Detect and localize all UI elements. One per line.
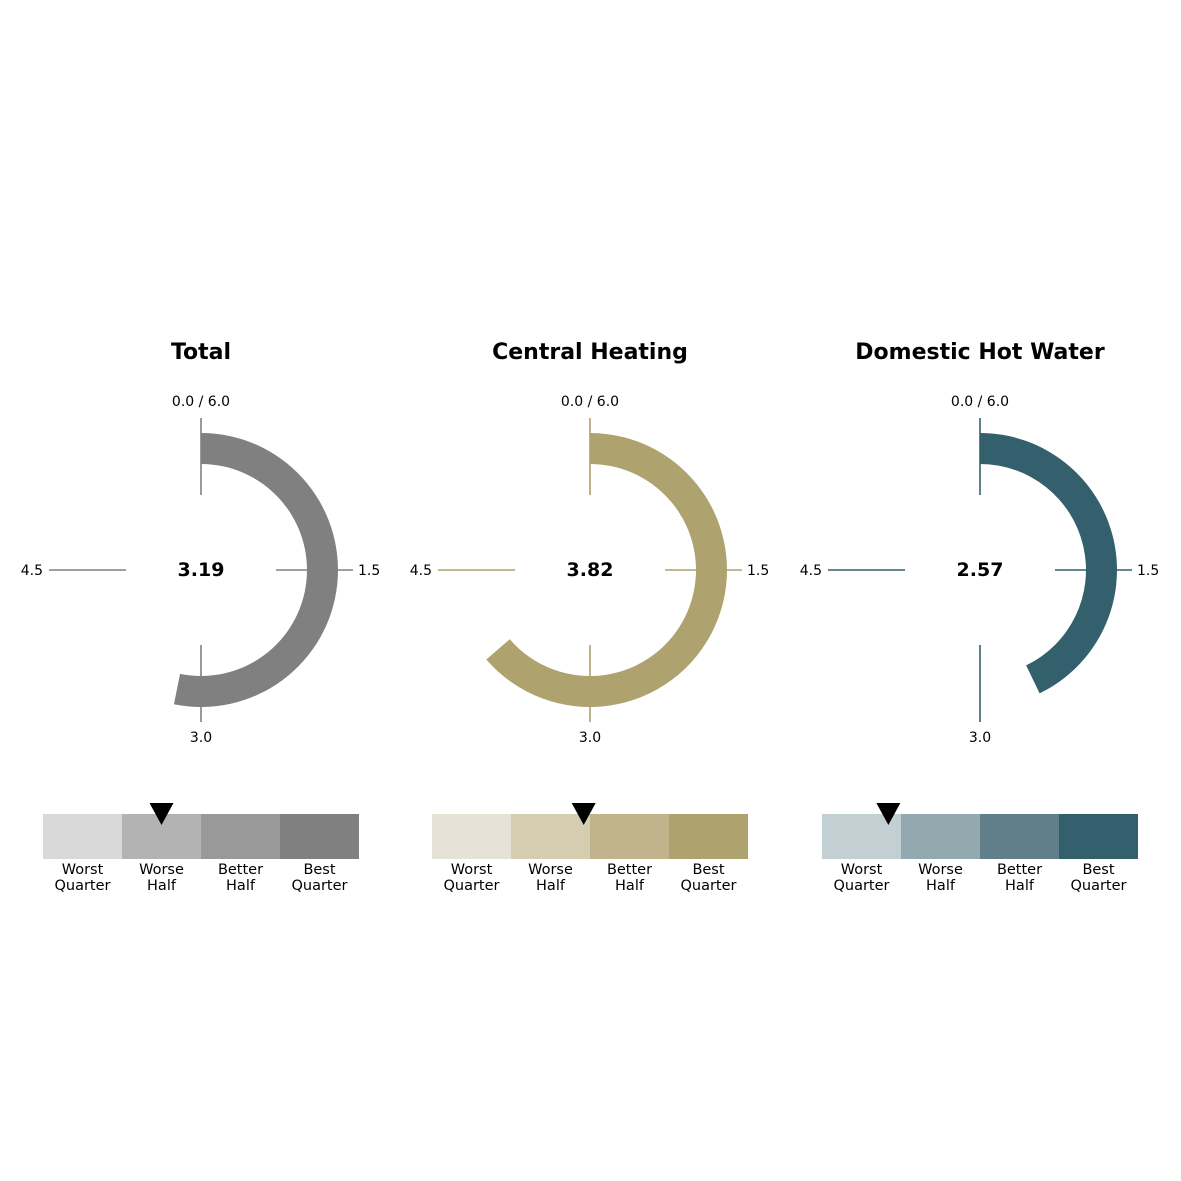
position-marker bbox=[876, 803, 901, 825]
gauge-title: Domestic Hot Water bbox=[855, 340, 1105, 365]
tick-label-left: 4.5 bbox=[410, 563, 432, 579]
band-label-line1: Best bbox=[303, 862, 335, 878]
band-label-line1: Better bbox=[607, 862, 652, 878]
band-label-line2: Half bbox=[536, 878, 566, 894]
band-label-line2: Half bbox=[1005, 878, 1035, 894]
band-label-line1: Worst bbox=[451, 862, 493, 878]
tick-label-bottom: 3.0 bbox=[579, 730, 601, 746]
band-label-line1: Worst bbox=[841, 862, 883, 878]
tick-label-bottom: 3.0 bbox=[190, 730, 212, 746]
band-label-line1: Worst bbox=[62, 862, 104, 878]
band-label-line2: Quarter bbox=[54, 878, 110, 894]
band-label-line1: Best bbox=[1082, 862, 1114, 878]
band-label-line1: Better bbox=[997, 862, 1042, 878]
band-segment bbox=[669, 814, 748, 859]
band-label-line2: Half bbox=[926, 878, 956, 894]
tick-label-top: 0.0 / 6.0 bbox=[561, 394, 619, 410]
position-marker bbox=[571, 803, 596, 825]
band-label-line2: Quarter bbox=[833, 878, 889, 894]
band-segment bbox=[280, 814, 359, 859]
position-marker bbox=[149, 803, 174, 825]
band-label-line1: Better bbox=[218, 862, 263, 878]
gauge-value: 3.19 bbox=[178, 559, 225, 581]
value-arc bbox=[173, 433, 338, 707]
gauge-panel: Central Heating 0.0 / 6.0 3.0 4.5 1.5 3.82 Wor… bbox=[410, 340, 770, 894]
value-arc bbox=[486, 433, 727, 707]
band-label-line2: Half bbox=[226, 878, 256, 894]
band-segment bbox=[901, 814, 980, 859]
tick-label-left: 4.5 bbox=[21, 563, 43, 579]
band-segment bbox=[511, 814, 590, 859]
tick-label-right: 1.5 bbox=[358, 563, 380, 579]
tick-label-right: 1.5 bbox=[1137, 563, 1159, 579]
gauge-value: 3.82 bbox=[567, 559, 614, 581]
band-segment bbox=[43, 814, 122, 859]
band-label-line1: Worse bbox=[918, 862, 963, 878]
band-segment bbox=[432, 814, 511, 859]
gauge-title: Total bbox=[171, 340, 231, 365]
value-arc bbox=[980, 433, 1117, 694]
band-label-line1: Best bbox=[692, 862, 724, 878]
tick-label-top: 0.0 / 6.0 bbox=[172, 394, 230, 410]
band-segment bbox=[1059, 814, 1138, 859]
band-label-line1: Worse bbox=[528, 862, 573, 878]
tick-label-bottom: 3.0 bbox=[969, 730, 991, 746]
band-label-line2: Quarter bbox=[443, 878, 499, 894]
gauge-panel: Domestic Hot Water 0.0 / 6.0 3.0 4.5 1.5 2.57… bbox=[800, 340, 1160, 894]
band-label-line2: Quarter bbox=[291, 878, 347, 894]
gauge-title: Central Heating bbox=[492, 340, 688, 365]
tick-label-right: 1.5 bbox=[747, 563, 769, 579]
band-segment bbox=[590, 814, 669, 859]
band-label-line2: Quarter bbox=[680, 878, 736, 894]
tick-label-left: 4.5 bbox=[800, 563, 822, 579]
band-label-line2: Half bbox=[615, 878, 645, 894]
band-label-line2: Half bbox=[147, 878, 177, 894]
band-label-line1: Worse bbox=[139, 862, 184, 878]
band-segment bbox=[201, 814, 280, 859]
tick-label-top: 0.0 / 6.0 bbox=[951, 394, 1009, 410]
gauge-value: 2.57 bbox=[957, 559, 1004, 581]
band-label-line2: Quarter bbox=[1070, 878, 1126, 894]
band-segment bbox=[980, 814, 1059, 859]
